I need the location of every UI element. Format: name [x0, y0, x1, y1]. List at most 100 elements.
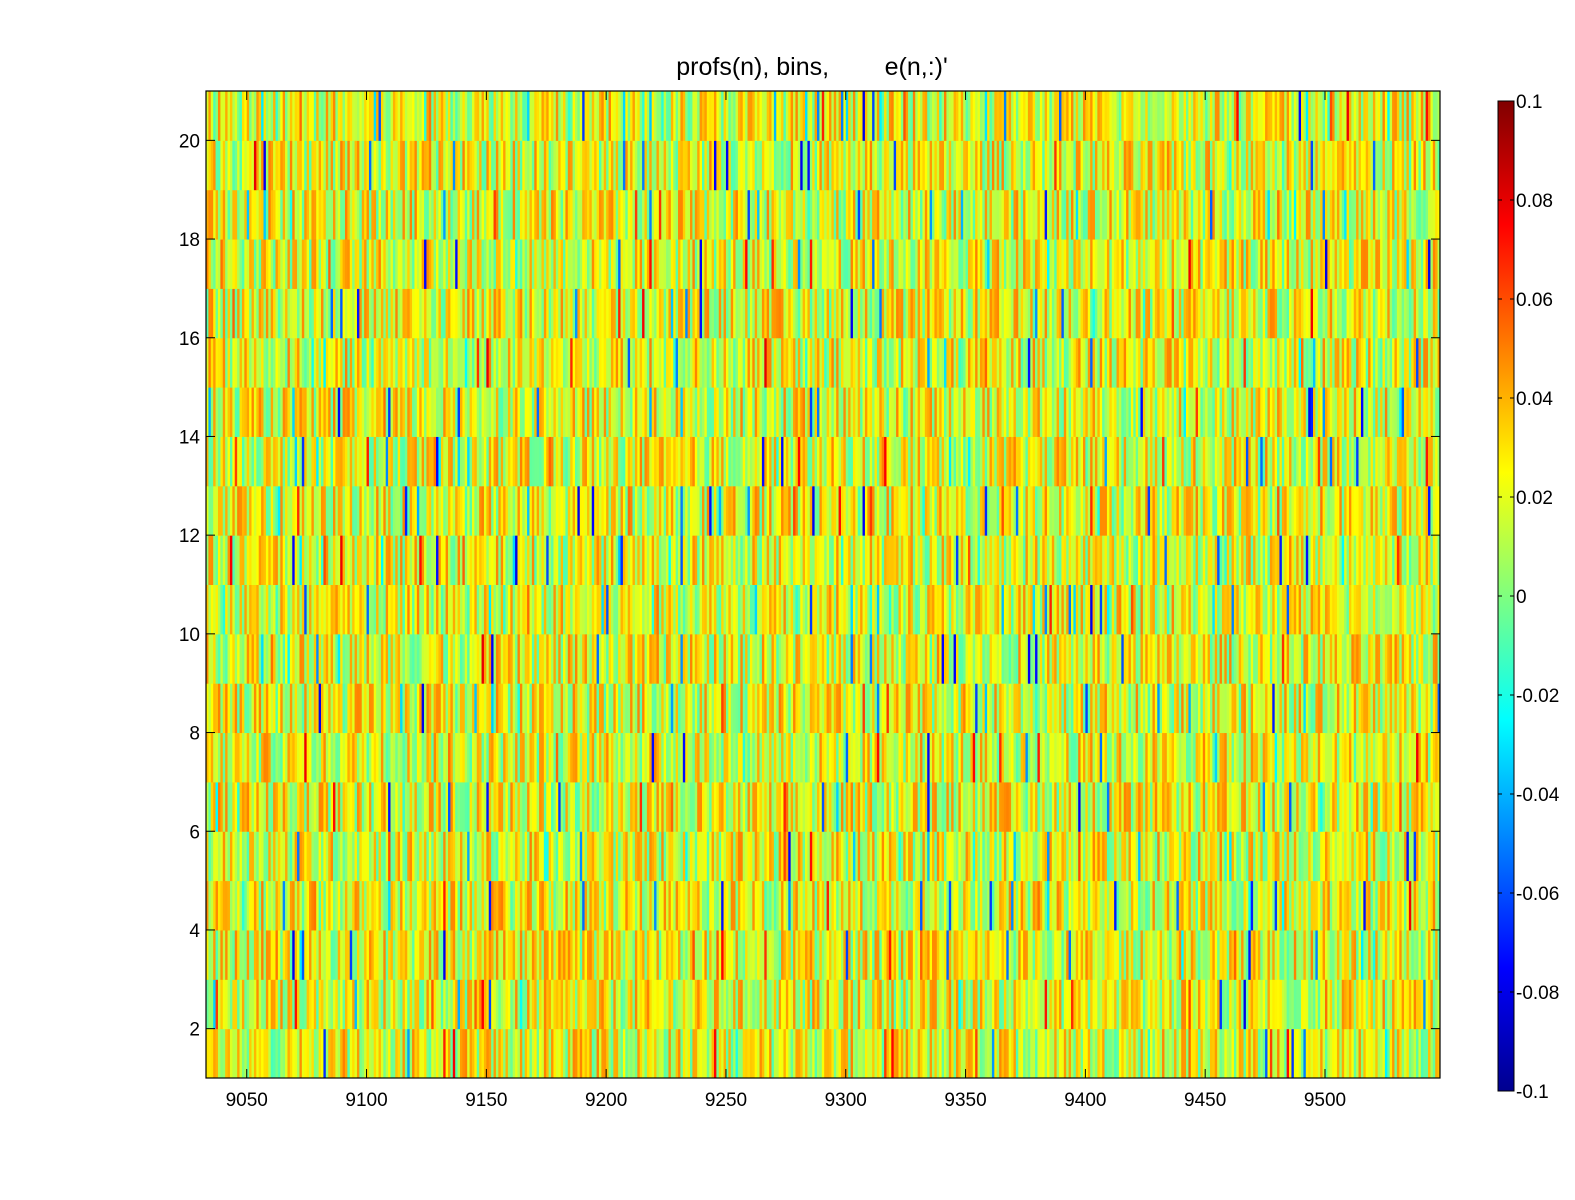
heatmap-cell [996, 732, 1000, 783]
heatmap-cell [644, 880, 648, 931]
heatmap-cell [1130, 880, 1134, 931]
heatmap-cell [896, 781, 899, 832]
heatmap-cell [582, 831, 585, 882]
heatmap-cell [661, 781, 665, 832]
heatmap-cell [817, 781, 820, 832]
heatmap-cell [1272, 732, 1276, 783]
heatmap-cell [318, 584, 322, 635]
heatmap-cell [627, 831, 631, 882]
heatmap-cell [1099, 732, 1103, 783]
heatmap-cell [1106, 781, 1110, 832]
heatmap-cell [1054, 979, 1057, 1030]
heatmap-cell [316, 831, 319, 882]
heatmap-cell [330, 633, 334, 684]
heatmap-cell [634, 880, 638, 931]
heatmap-cell [1389, 1028, 1393, 1079]
heatmap-cell [1116, 633, 1120, 684]
heatmap-cell [1224, 683, 1228, 734]
heatmap-cell [709, 683, 712, 734]
heatmap-cell [1265, 683, 1268, 734]
heatmap-cell [1212, 929, 1216, 980]
heatmap-cell [1054, 831, 1057, 882]
heatmap-cell [1389, 633, 1393, 684]
heatmap-cell [553, 880, 557, 931]
heatmap-cell [982, 584, 986, 635]
heatmap-cell [481, 929, 485, 980]
heatmap-cell [644, 683, 648, 734]
heatmap-cell [246, 584, 250, 635]
heatmap-cell [1068, 633, 1072, 684]
heatmap-cell [939, 683, 942, 734]
heatmap-cell [994, 831, 998, 882]
heatmap-cell [450, 683, 454, 734]
heatmap-cell [488, 979, 492, 1030]
heatmap-cell [1315, 732, 1319, 783]
heatmap-cell [886, 781, 890, 832]
heatmap-cell [1039, 584, 1043, 635]
heatmap-cell [1104, 683, 1108, 734]
heatmap-cell [1430, 880, 1434, 931]
heatmap-cell [1255, 880, 1259, 931]
heatmap-cell [256, 584, 260, 635]
heatmap-cell [1392, 781, 1395, 832]
heatmap-cell [1286, 979, 1290, 1030]
heatmap-cell [1186, 781, 1189, 832]
heatmap-cell [1190, 1028, 1194, 1079]
heatmap-cell [1207, 979, 1211, 1030]
heatmap-cell [1413, 831, 1417, 882]
heatmap-cell [553, 929, 557, 980]
heatmap-cell [1418, 781, 1422, 832]
heatmap-cell [1207, 781, 1211, 832]
heatmap-cell [548, 1028, 552, 1079]
heatmap-cell [1140, 831, 1144, 882]
heatmap-cell [649, 781, 653, 832]
heatmap-cell [309, 1028, 312, 1079]
heatmap-cell [471, 633, 475, 684]
heatmap-cell [450, 979, 454, 1030]
heatmap-cell [1044, 732, 1048, 783]
heatmap-cell [407, 584, 411, 635]
heatmap-cell [920, 781, 923, 832]
heatmap-cell [565, 831, 569, 882]
heatmap-cell [342, 831, 346, 882]
heatmap-cell [852, 732, 856, 783]
heatmap-cell [1197, 633, 1201, 684]
heatmap-cell [527, 929, 530, 980]
heatmap-cell [491, 979, 494, 1030]
heatmap-cell [457, 979, 461, 1030]
heatmap-cell [781, 979, 784, 1030]
heatmap-cell [673, 1028, 676, 1079]
heatmap-cell [879, 781, 883, 832]
heatmap-cell [342, 929, 346, 980]
heatmap-cell [709, 584, 712, 635]
heatmap-cell [1080, 732, 1084, 783]
heatmap-cell [864, 880, 868, 931]
heatmap-cell [737, 683, 741, 734]
heatmap-cell [749, 979, 753, 1030]
heatmap-cell [431, 781, 434, 832]
heatmap-cell [1114, 1028, 1117, 1079]
heatmap-cell [812, 683, 815, 734]
heatmap-cell [464, 732, 468, 783]
heatmap-cell [414, 584, 418, 635]
heatmap-cell [529, 584, 533, 635]
heatmap-cell [1375, 633, 1379, 684]
heatmap-cell [1020, 929, 1024, 980]
heatmap-cell [601, 929, 605, 980]
heatmap-cell [340, 831, 343, 882]
heatmap-cell [1094, 831, 1098, 882]
heatmap-cell [1001, 683, 1005, 734]
heatmap-cell [531, 831, 535, 882]
heatmap-cell [579, 584, 583, 635]
heatmap-cell [388, 633, 391, 684]
heatmap-cell [1428, 633, 1431, 684]
heatmap-cell [253, 831, 257, 882]
heatmap-cell [306, 781, 310, 832]
heatmap-cell [301, 633, 305, 684]
heatmap-cell [419, 781, 422, 832]
heatmap-cell [402, 979, 406, 1030]
heatmap-cell [244, 633, 248, 684]
heatmap-cell [1150, 1028, 1153, 1079]
heatmap-cell [1011, 979, 1014, 1030]
heatmap-cell [733, 633, 736, 684]
